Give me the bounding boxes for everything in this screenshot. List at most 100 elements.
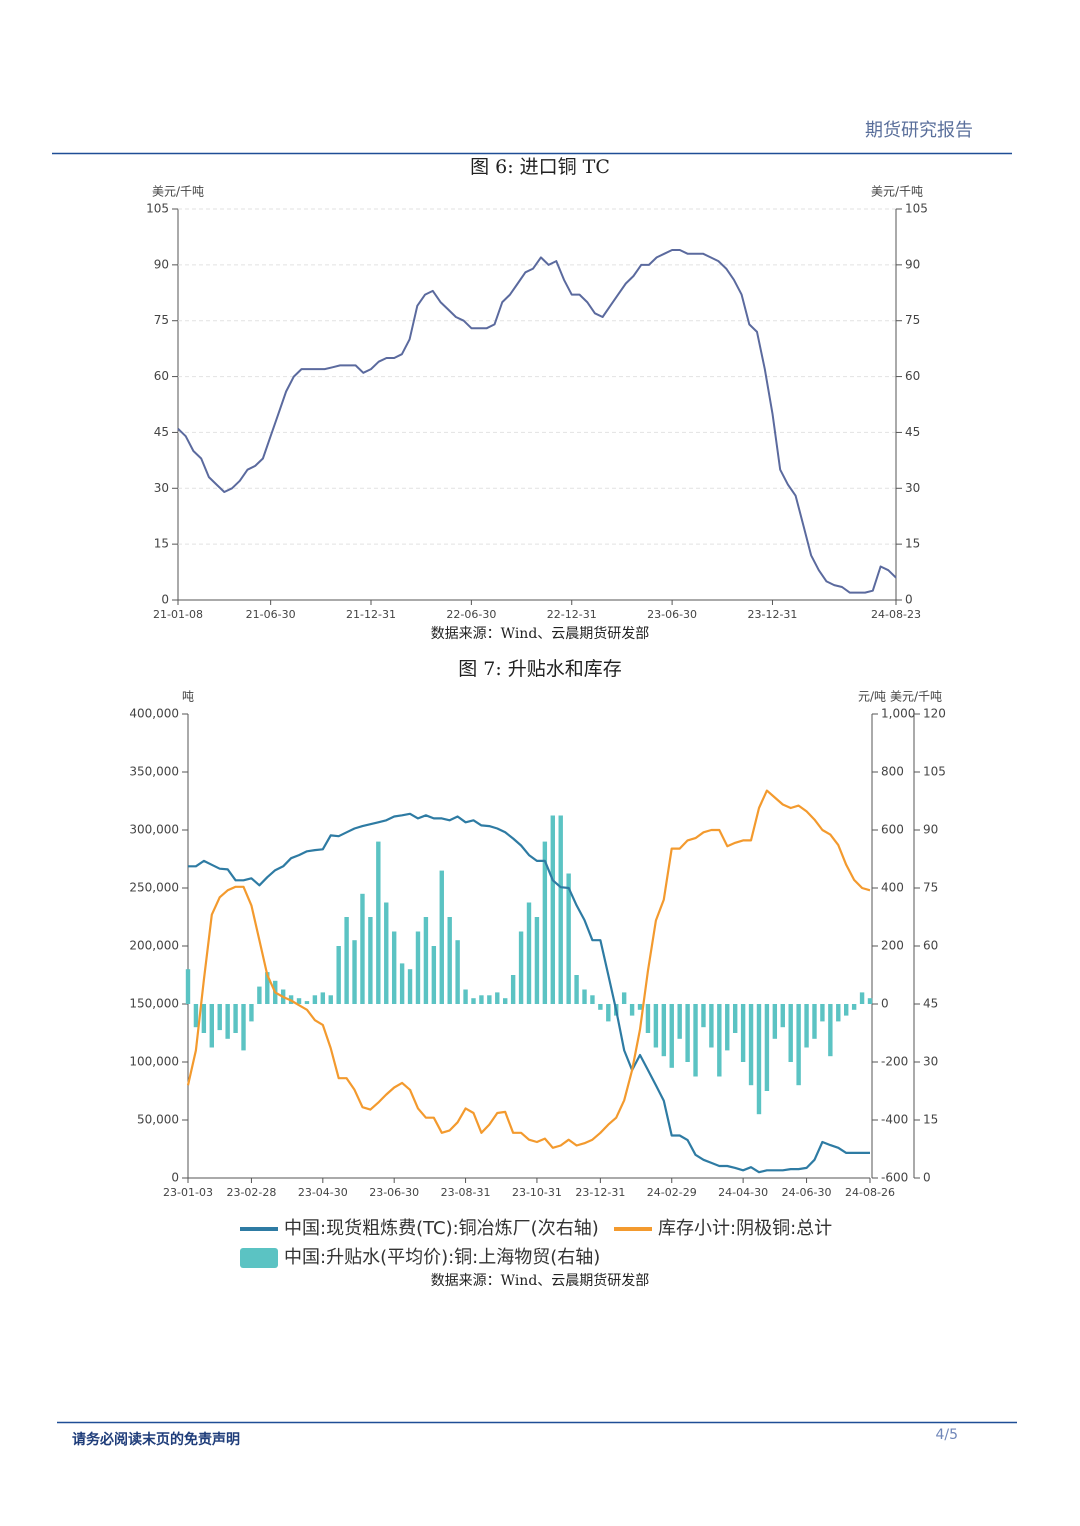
bar: [550, 815, 555, 1004]
tick-label: 90: [905, 257, 920, 271]
legend-label: 库存小计:阴极铜:总计: [658, 1218, 832, 1239]
bar: [344, 917, 349, 1004]
chart-title: 图 7: 升贴水和库存: [458, 658, 622, 680]
bar: [447, 917, 452, 1004]
bar: [590, 995, 595, 1004]
tick-label: 1,000: [881, 707, 915, 721]
bar: [217, 1004, 222, 1031]
x-tick-label: 23-12-31: [575, 1186, 625, 1199]
bar: [756, 1004, 762, 1115]
bar: [844, 1004, 849, 1016]
tick-label: 90: [154, 257, 169, 271]
tick-label: 50,000: [137, 1113, 179, 1127]
x-tick-label: 23-01-03: [163, 1186, 213, 1199]
tick-label: 0: [905, 593, 913, 607]
bar: [534, 917, 540, 1004]
bar: [851, 1004, 857, 1010]
bar: [495, 992, 500, 1004]
bar: [772, 1004, 778, 1039]
bar: [637, 1004, 643, 1010]
bar: [352, 940, 357, 1004]
tick-label: 105: [905, 202, 928, 216]
bar: [368, 917, 373, 1004]
bar: [201, 1004, 207, 1033]
tick-label: 600: [881, 823, 904, 837]
bar: [257, 986, 262, 1004]
disclaimer: 请务必阅读末页的免责声明: [72, 1431, 240, 1448]
bar: [693, 1004, 698, 1077]
bar: [661, 1004, 667, 1057]
x-tick-label: 23-10-31: [512, 1186, 562, 1199]
bar: [764, 1004, 770, 1091]
tick-label: 105: [146, 202, 169, 216]
page-number: 4/5: [935, 1427, 958, 1443]
bar: [233, 1004, 238, 1033]
tick-label: 45: [154, 425, 169, 439]
tick-label: 350,000: [129, 765, 179, 779]
bar: [621, 992, 627, 1004]
tick-label: 400: [881, 881, 904, 895]
bar: [328, 995, 333, 1004]
bar: [796, 1004, 801, 1086]
bar: [265, 972, 270, 1004]
tick-label: 15: [923, 1113, 938, 1127]
bar: [709, 1004, 714, 1048]
tick-label: 60: [905, 369, 920, 383]
tick-label: 60: [154, 369, 169, 383]
bar: [566, 873, 571, 1004]
legend-swatch: [240, 1248, 278, 1268]
bar: [487, 995, 492, 1004]
data-line: [186, 789, 871, 1149]
bar: [336, 946, 341, 1004]
bar: [304, 1001, 310, 1004]
tick-label: 300,000: [129, 823, 179, 837]
bar: [836, 1004, 841, 1022]
tick-label: 150,000: [129, 997, 179, 1011]
bar: [788, 1004, 793, 1062]
bar: [185, 969, 191, 1004]
y3-unit: 美元/千吨: [890, 690, 942, 704]
source: 数据来源：Wind、云晨期货研发部: [431, 1272, 650, 1289]
bar: [455, 940, 460, 1004]
bar: [399, 963, 405, 1004]
tick-label: 75: [923, 881, 938, 895]
bar: [598, 1004, 603, 1010]
bar: [859, 992, 865, 1004]
bar: [518, 931, 524, 1004]
bar: [526, 902, 532, 1004]
x-tick-label: 23-02-28: [226, 1186, 276, 1199]
tick-label: 0: [161, 593, 169, 607]
tick-label: 45: [923, 997, 938, 1011]
bar: [510, 975, 516, 1004]
x-tick-label: 23-04-30: [298, 1186, 348, 1199]
y-unit: 吨: [182, 690, 194, 704]
bar: [471, 998, 476, 1004]
tick-label: 30: [923, 1055, 938, 1069]
tick-label: -600: [881, 1171, 908, 1185]
x-tick-label: 23-06-30: [369, 1186, 419, 1199]
bar: [725, 1004, 730, 1051]
tick-label: 60: [923, 939, 938, 953]
bar: [574, 975, 579, 1004]
bar: [717, 1004, 722, 1077]
bar: [606, 1004, 611, 1022]
bar: [415, 931, 421, 1004]
bar: [804, 1004, 809, 1048]
tick-label: 15: [905, 537, 920, 551]
bar: [439, 870, 444, 1004]
tick-label: 15: [154, 537, 169, 551]
bar: [582, 989, 587, 1004]
bar: [296, 998, 302, 1004]
bar: [463, 989, 468, 1004]
tick-label: 250,000: [129, 881, 179, 895]
bar: [209, 1004, 214, 1048]
source: 数据来源：Wind、云晨期货研发部: [431, 625, 650, 642]
tick-label: 120: [923, 707, 946, 721]
legend-label: 中国:现货粗炼费(TC):铜冶炼厂(次右轴): [284, 1218, 599, 1239]
tick-label: 0: [881, 997, 889, 1011]
bar: [225, 1004, 230, 1039]
x-tick-label: 23-08-31: [441, 1186, 491, 1199]
y-unit: 美元/千吨: [152, 185, 204, 199]
x-tick-label: 21-12-31: [346, 608, 396, 621]
